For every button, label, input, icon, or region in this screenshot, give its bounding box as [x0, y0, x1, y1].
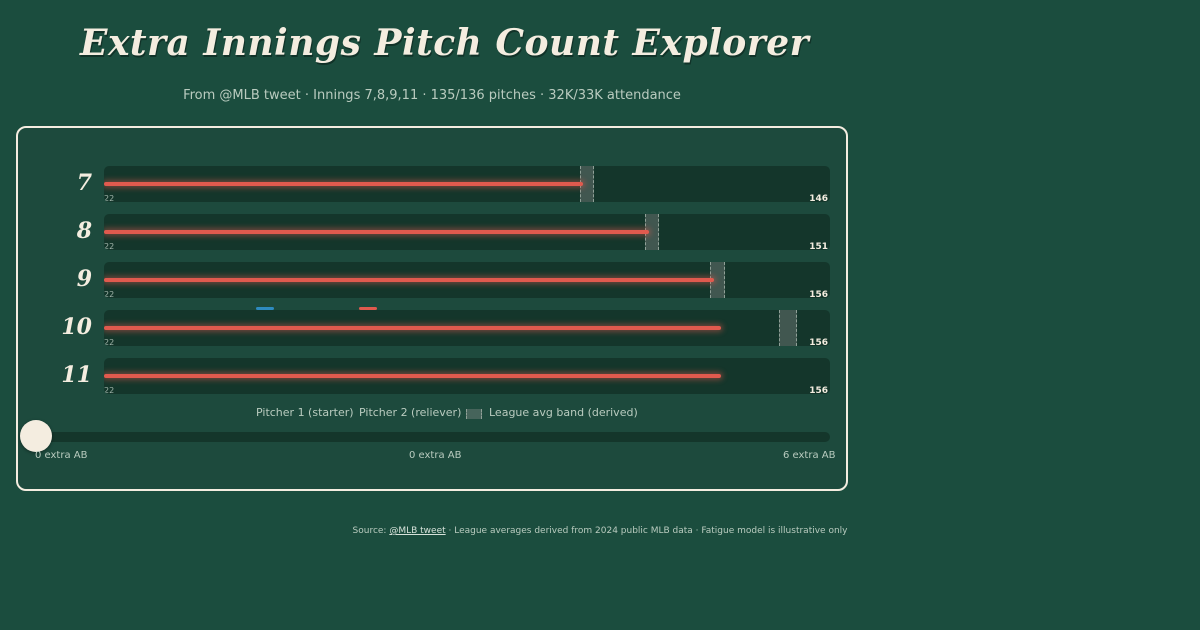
legend-label-band: League avg band (derived) [489, 406, 638, 419]
start-pitch-label: 22 [104, 242, 115, 250]
inning-track: 22 156 [104, 358, 830, 394]
legend-swatch-band [466, 409, 482, 419]
legend-swatch-pitcher1 [256, 307, 274, 310]
footer-suffix: · League averages derived from 2024 publ… [445, 526, 848, 536]
start-pitch-label: 22 [104, 194, 115, 202]
page-title: Extra Innings Pitch Count Explorer [80, 22, 810, 64]
start-pitch-label: 22 [104, 338, 115, 346]
pitcher2-bar [104, 230, 649, 234]
end-pitch-label: 156 [809, 338, 828, 346]
extra-ab-slider-knob[interactable] [20, 420, 52, 452]
end-pitch-label: 146 [809, 194, 828, 202]
footer-prefix: Source: [352, 526, 390, 536]
inning-track: 22 156 [104, 262, 830, 298]
legend-label-pitcher1: Pitcher 1 (starter) [256, 406, 354, 419]
start-pitch-label: 22 [104, 386, 115, 394]
pitcher2-bar [104, 182, 584, 186]
pitcher2-bar [104, 278, 714, 282]
page-subtitle: From @MLB tweet · Innings 7,8,9,11 · 135… [183, 88, 681, 103]
end-pitch-label: 151 [809, 242, 828, 250]
start-pitch-label: 22 [104, 290, 115, 298]
slider-current-label: 0 extra AB [409, 450, 462, 461]
inning-track: 22 156 [104, 310, 830, 346]
chart-panel: 7 22 146 8 22 151 9 22 156 10 22 156 11 22 156 Pitcher… [16, 126, 848, 491]
footer: Source: @MLB tweet · League averages der… [0, 526, 1200, 536]
league-avg-band [779, 310, 798, 346]
inning-track: 22 146 [104, 166, 830, 202]
legend-swatch-pitcher2 [359, 307, 377, 310]
pitcher2-bar [104, 326, 722, 330]
source-link[interactable]: @MLB tweet [389, 526, 446, 536]
slider-max-label: 6 extra AB [783, 450, 836, 461]
inning-label: 11 [61, 362, 92, 388]
inning-track: 22 151 [104, 214, 830, 250]
inning-label: 9 [76, 266, 92, 292]
pitcher2-bar [104, 374, 722, 378]
inning-label: 10 [61, 314, 92, 340]
inning-label: 8 [76, 218, 92, 244]
inning-label: 7 [76, 170, 92, 196]
legend-label-pitcher2: Pitcher 2 (reliever) [359, 406, 462, 419]
extra-ab-slider-track[interactable] [36, 432, 830, 442]
end-pitch-label: 156 [809, 386, 828, 394]
slider-min-label: 0 extra AB [35, 450, 88, 461]
end-pitch-label: 156 [809, 290, 828, 298]
